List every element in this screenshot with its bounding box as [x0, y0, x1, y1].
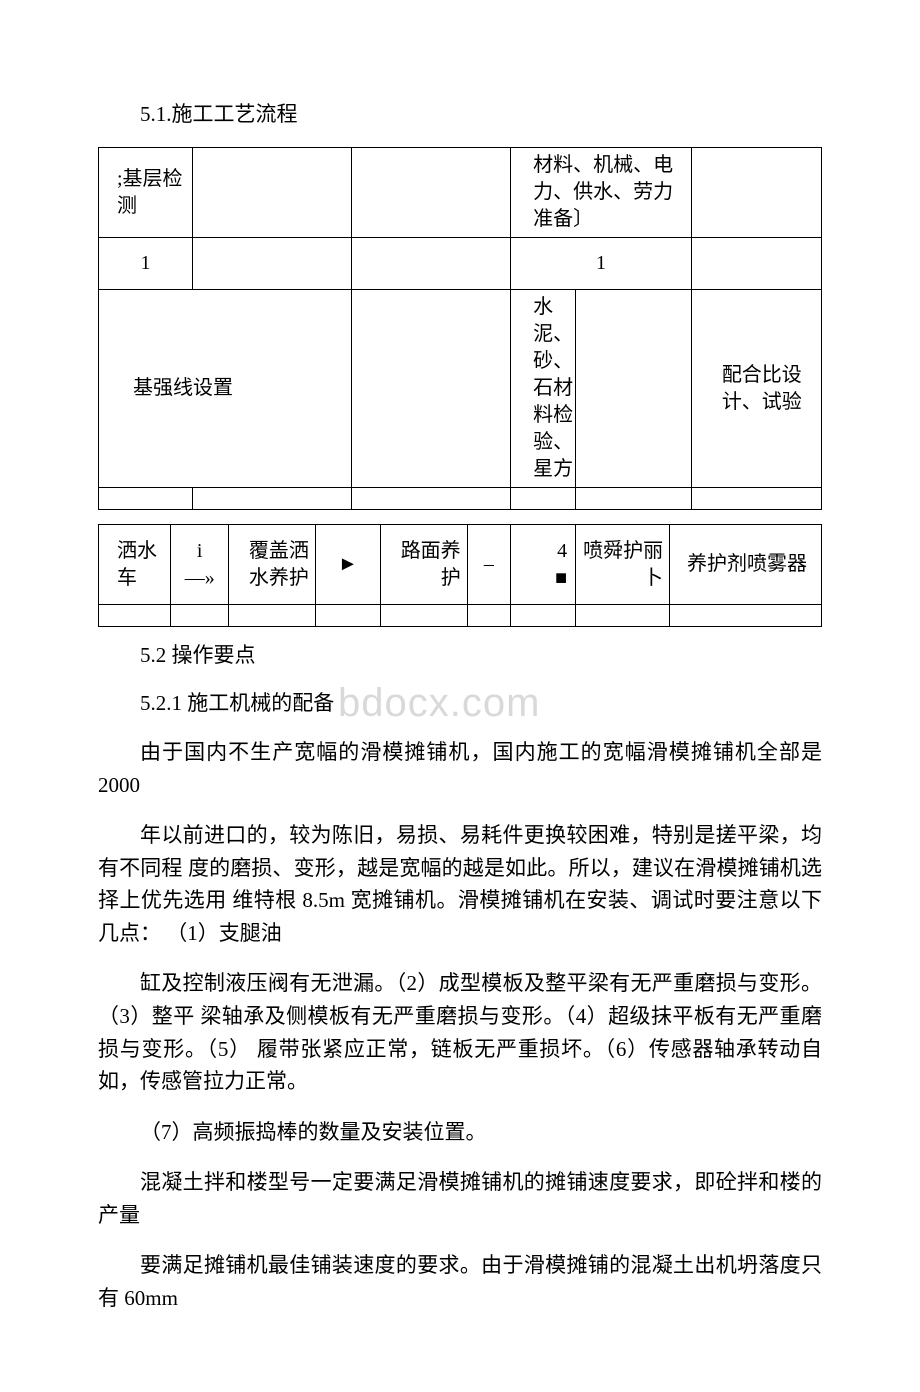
cell [192, 238, 351, 290]
cell [576, 605, 670, 627]
cell: 1 [511, 238, 692, 290]
cell: i —» [171, 525, 229, 605]
cell [192, 488, 351, 510]
paragraph: 由于国内不生产宽幅的滑模摊铺机，国内施工的宽幅滑模摊铺机全部是 2000 [98, 736, 822, 801]
cell [670, 605, 822, 627]
cell [352, 148, 511, 238]
cell [229, 605, 316, 627]
section-heading-5-2: 5.2 操作要点 [98, 641, 822, 670]
table-row [99, 488, 822, 510]
cell [691, 488, 821, 510]
cell [511, 605, 576, 627]
cell: 水泥、砂、石材料检验、星方 [511, 290, 576, 488]
cell [576, 290, 692, 488]
cell [171, 605, 229, 627]
cell [576, 488, 692, 510]
cell [315, 605, 380, 627]
cell [192, 148, 351, 238]
cell: 养护剂喷雾器 [670, 525, 822, 605]
cell [99, 605, 171, 627]
cell: ;基层检测 [99, 148, 193, 238]
process-table-1: ;基层检测材料、机械、电力、供水、劳力准备〕11基强线设置水泥、砂、石材料检验、… [98, 147, 822, 510]
cell: 路面养护 [380, 525, 467, 605]
cell: 4 ■ [511, 525, 576, 605]
paragraph: 要满足摊铺机最佳铺装速度的要求。由于滑模摊铺的混凝土出机坍落度只有 60mm [98, 1249, 822, 1314]
section-heading-5-1: 5.1.施工工艺流程 [98, 100, 822, 129]
cell [380, 605, 467, 627]
table-row: 洒水车 i —» 覆盖洒水养护 ► 路面养护 – 4 ■ 喷舜护丽卜 养护剂喷雾… [99, 525, 822, 605]
watermark-wrap: 5.2.1 施工机械的配备 bdocx.com [98, 689, 822, 718]
cell [352, 290, 511, 488]
paragraph: 年以前进口的，较为陈旧，易损、易耗件更换较困难，特别是搓平梁，均有不同程 度的磨… [98, 819, 822, 949]
paragraph: 缸及控制液压阀有无泄漏。（2）成型模板及整平梁有无严重磨损与变形。（3）整平 梁… [98, 967, 822, 1097]
cell: 洒水车 [99, 525, 171, 605]
cell [99, 488, 193, 510]
table-row [99, 605, 822, 627]
process-table-2: 洒水车 i —» 覆盖洒水养护 ► 路面养护 – 4 ■ 喷舜护丽卜 养护剂喷雾… [98, 524, 822, 627]
cell: – [467, 525, 510, 605]
paragraph: 混凝土拌和楼型号一定要满足滑模摊铺机的摊铺速度要求，即砼拌和楼的产量 [98, 1166, 822, 1231]
cell: 覆盖洒水养护 [229, 525, 316, 605]
cell: 1 [99, 238, 193, 290]
section-heading-5-2-1: 5.2.1 施工机械的配备 [98, 689, 822, 718]
cell [511, 488, 576, 510]
cell [467, 605, 510, 627]
cell: 配合比设计、试验 [691, 290, 821, 488]
cell: 材料、机械、电力、供水、劳力准备〕 [511, 148, 692, 238]
cell [352, 488, 511, 510]
table-row: ;基层检测 材料、机械、电力、供水、劳力准备〕 [99, 148, 822, 238]
paragraph: （7）高频振捣棒的数量及安装位置。 [98, 1116, 822, 1149]
cell [691, 238, 821, 290]
cell [352, 238, 511, 290]
table-row: 基强线设置 水泥、砂、石材料检验、星方 配合比设计、试验 [99, 290, 822, 488]
document-page: 5.1.施工工艺流程 ;基层检测材料、机械、电力、供水、劳力准备〕11基强线设置… [0, 0, 920, 1392]
cell: ► [315, 525, 380, 605]
cell [691, 148, 821, 238]
cell: 喷舜护丽卜 [576, 525, 670, 605]
table-row: 11 [99, 238, 822, 290]
cell: 基强线设置 [99, 290, 352, 488]
